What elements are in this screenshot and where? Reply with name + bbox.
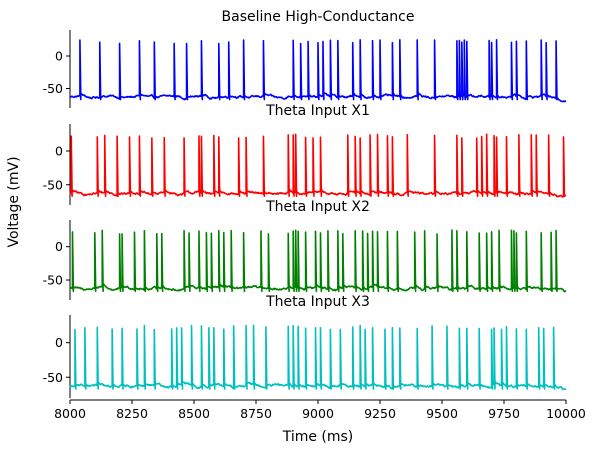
voltage-trace <box>69 133 567 198</box>
panel-3: Theta Input X2 0 -50 <box>43 199 567 300</box>
voltage-trace <box>69 324 567 391</box>
voltage-trace <box>69 38 567 103</box>
x-tick-label: 8500 <box>178 406 210 421</box>
y-tick-label: -50 <box>43 177 63 192</box>
panel-title: Theta Input X1 <box>265 103 370 119</box>
panel-1: Baseline High-Conductance 0 -50 <box>43 9 567 108</box>
y-tick-label: 0 <box>55 239 63 254</box>
y-tick-label: 0 <box>55 49 63 64</box>
x-tick-label: 9000 <box>302 406 334 421</box>
panel-2: Theta Input X1 0 -50 <box>43 103 567 205</box>
x-tick-label: 9750 <box>488 406 520 421</box>
y-tick-label: 0 <box>55 144 63 159</box>
x-tick-label: 8750 <box>240 406 272 421</box>
y-tick-label: -50 <box>43 273 63 288</box>
x-tick-label: 8000 <box>54 406 86 421</box>
y-tick-label: -50 <box>43 81 63 96</box>
y-tick-label: 0 <box>55 335 63 350</box>
panel-title: Theta Input X2 <box>265 199 370 215</box>
panel-title: Baseline High-Conductance <box>222 9 415 25</box>
x-axis: 8000 8250 8500 8750 9000 9250 9500 9750 10000 <box>54 399 586 421</box>
x-tick-label: 10000 <box>546 406 586 421</box>
voltage-trace <box>69 229 567 293</box>
x-tick-label: 9500 <box>426 406 458 421</box>
y-tick-label: -50 <box>43 370 63 385</box>
x-tick-label: 8250 <box>116 406 148 421</box>
x-tick-label: 9250 <box>364 406 396 421</box>
panel-4: Theta Input X3 0 -50 <box>43 294 567 398</box>
panel-title: Theta Input X3 <box>265 294 370 310</box>
x-axis-label: Time (ms) <box>282 429 354 445</box>
y-axis-label: Voltage (mV) <box>6 156 22 247</box>
